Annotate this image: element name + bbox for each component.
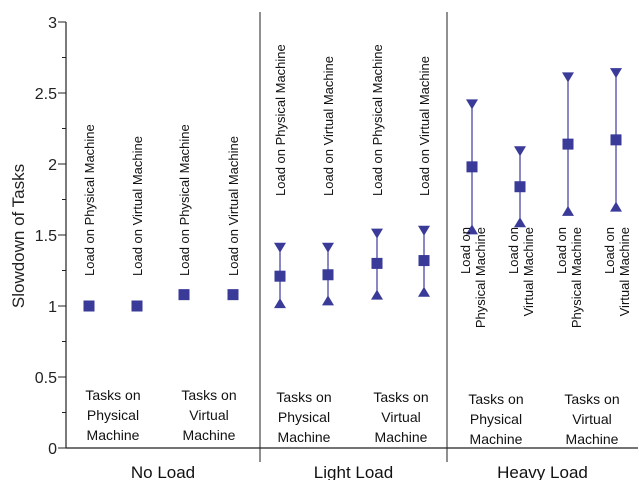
y-tick-label: 1.5	[35, 228, 57, 245]
mean-marker	[610, 134, 622, 146]
load-label: Load on Virtual Machine	[321, 56, 336, 196]
task-label: Tasks on Virtual Machine	[564, 391, 619, 447]
task-label: Tasks on Virtual Machine	[373, 389, 428, 445]
chart-marks	[83, 68, 622, 312]
mean-marker	[227, 289, 239, 301]
max-marker	[610, 68, 622, 79]
max-marker	[418, 225, 430, 236]
mean-marker	[83, 300, 95, 312]
y-tick-label: 0	[48, 441, 57, 458]
task-label: Tasks on Virtual Machine	[181, 387, 236, 443]
y-tick-label: 2.5	[35, 86, 57, 103]
load-label: Load onVirtual Machine	[506, 227, 536, 316]
load-label: Load onPhysical Machine	[554, 227, 584, 328]
min-marker	[322, 295, 334, 306]
mean-marker	[514, 181, 526, 193]
max-marker	[562, 72, 574, 83]
y-axis-title: Slowdown of Tasks	[9, 164, 28, 308]
mean-marker	[322, 269, 334, 281]
mean-marker	[466, 161, 478, 173]
load-label: Load on Physical Machine	[273, 44, 288, 196]
load-label: Load on Virtual Machine	[417, 56, 432, 196]
y-tick-label: 2	[48, 157, 57, 174]
task-label: Tasks on Physical Machine	[468, 391, 523, 447]
max-marker	[322, 242, 334, 253]
task-label: Tasks on Physical Machine	[276, 389, 331, 445]
min-marker	[371, 289, 383, 300]
max-marker	[514, 146, 526, 157]
load-label: Load on Physical Machine	[82, 124, 97, 276]
group-label: Light Load	[314, 463, 393, 480]
load-label: Load on Physical Machine	[370, 44, 385, 196]
min-marker	[514, 217, 526, 228]
task-label: Tasks on Physical Machine	[85, 387, 140, 443]
group-label: No Load	[131, 463, 195, 480]
y-tick-label: 0.5	[35, 370, 57, 387]
min-marker	[562, 205, 574, 216]
mean-marker	[178, 289, 190, 301]
mean-marker	[371, 257, 383, 269]
min-marker	[466, 224, 478, 235]
min-marker	[418, 286, 430, 297]
mean-marker	[418, 255, 430, 267]
group-label: Heavy Load	[497, 463, 588, 480]
load-label: Load onPhysical Machine	[458, 227, 488, 328]
mean-marker	[274, 270, 286, 282]
load-label: Load onVirtual Machine	[602, 227, 632, 316]
max-marker	[466, 99, 478, 110]
chart-labels: No Load Light Load Heavy Load Tasks on Physi…	[82, 44, 632, 480]
y-tick-label: 1	[48, 299, 57, 316]
y-tick-label: 3	[48, 15, 57, 32]
mean-marker	[131, 300, 143, 312]
mean-marker	[562, 138, 574, 150]
load-label: Load on Virtual Machine	[130, 136, 145, 276]
min-marker	[610, 201, 622, 212]
axes: 0 0.5 1 1.5 2 2.5 3	[35, 12, 638, 462]
load-label: Load on Physical Machine	[177, 124, 192, 276]
max-marker	[371, 228, 383, 239]
load-label: Load on Virtual Machine	[226, 136, 241, 276]
min-marker	[274, 298, 286, 309]
max-marker	[274, 242, 286, 253]
